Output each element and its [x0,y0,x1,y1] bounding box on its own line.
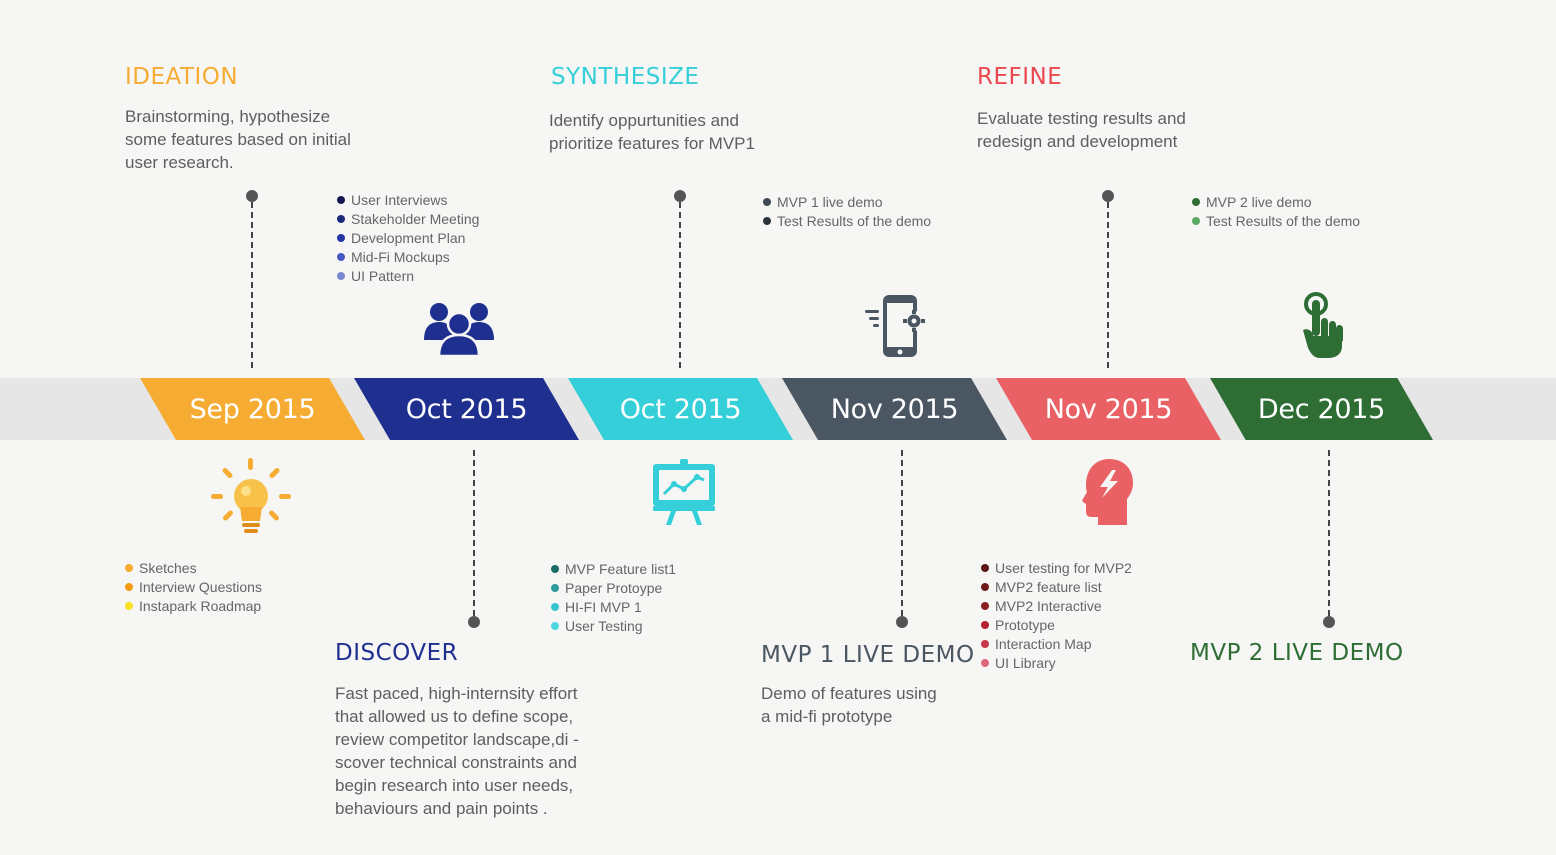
ideation-task-list: Sketches Interview Questions Instapark R… [125,559,262,616]
timeline-step-nov-2015-b: Nov 2015 [996,378,1221,440]
list-item: Paper Protoype [551,579,676,598]
list-item: MVP2 Interactive [981,597,1132,616]
discover-task-list: User Interviews Stakeholder Meeting Deve… [337,191,479,286]
list-item: Prototype [981,616,1132,635]
mvp1-description: Demo of features using a mid-fi prototyp… [761,684,937,726]
timeline-step-dec-2015: Dec 2015 [1210,378,1433,440]
discover-title: DISCOVER [335,640,459,666]
mvp2-task-list: MVP 2 live demo Test Results of the demo [1192,193,1360,231]
list-item: Mid-Fi Mockups [337,248,479,267]
list-item: Test Results of the demo [763,212,931,231]
mvp2-connector-dot [1323,616,1335,628]
team-icon [424,303,494,358]
ideation-description: Brainstorming, hypothesize some features… [125,107,351,172]
list-item: Development Plan [337,229,479,248]
list-item: Test Results of the demo [1192,212,1360,231]
list-item: User testing for MVP2 [981,559,1132,578]
mvp1-connector-line [901,450,903,616]
mvp2-title: MVP 2 LIVE DEMO [1190,640,1404,666]
presentation-chart-icon [653,459,715,525]
mvp1-connector-dot [896,616,908,628]
list-item: MVP2 feature list [981,578,1132,597]
synthesize-connector-line [679,202,681,368]
discover-connector-line [473,450,475,616]
list-item: HI-FI MVP 1 [551,598,676,617]
timeline-step-sep-2015: Sep 2015 [140,378,365,440]
list-item: UI Library [981,654,1132,673]
discover-connector-dot [468,616,480,628]
lightbulb-icon [211,458,291,533]
touch-hand-icon [1303,292,1343,358]
list-item: Interaction Map [981,635,1132,654]
timeline-step-oct-2015-b: Oct 2015 [568,378,793,440]
list-item: Sketches [125,559,262,578]
synthesize-title: SYNTHESIZE [551,64,700,90]
list-item: Instapark Roadmap [125,597,262,616]
list-item: User Testing [551,617,676,636]
mobile-settings-icon [865,295,925,357]
ideation-connector-line [251,202,253,368]
brain-idea-icon [1082,459,1133,525]
list-item: User Interviews [337,191,479,210]
synthesize-connector-dot [674,190,686,202]
refine-description: Evaluate testing results and redesign an… [977,109,1186,151]
mvp1-task-list: MVP 1 live demo Test Results of the demo [763,193,931,231]
list-item: MVP Feature list1 [551,560,676,579]
ideation-connector-dot [246,190,258,202]
discover-description: Fast paced, high-internsity effort that … [335,684,579,818]
refine-connector-dot [1102,190,1114,202]
timeline-step-nov-2015-a: Nov 2015 [782,378,1007,440]
list-item: MVP 2 live demo [1192,193,1360,212]
list-item: MVP 1 live demo [763,193,931,212]
ideation-title: IDEATION [125,64,239,90]
refine-task-list: User testing for MVP2 MVP2 feature list … [981,559,1132,673]
synthesize-task-list: MVP Feature list1 Paper Protoype HI-FI M… [551,560,676,636]
mvp2-connector-line [1328,450,1330,616]
refine-title: REFINE [977,64,1063,90]
refine-connector-line [1107,202,1109,368]
mvp1-title: MVP 1 LIVE DEMO [761,642,975,668]
list-item: Interview Questions [125,578,262,597]
timeline-step-oct-2015-a: Oct 2015 [354,378,579,440]
list-item: Stakeholder Meeting [337,210,479,229]
list-item: UI Pattern [337,267,479,286]
synthesize-description: Identify oppurtunities and prioritize fe… [549,111,755,153]
